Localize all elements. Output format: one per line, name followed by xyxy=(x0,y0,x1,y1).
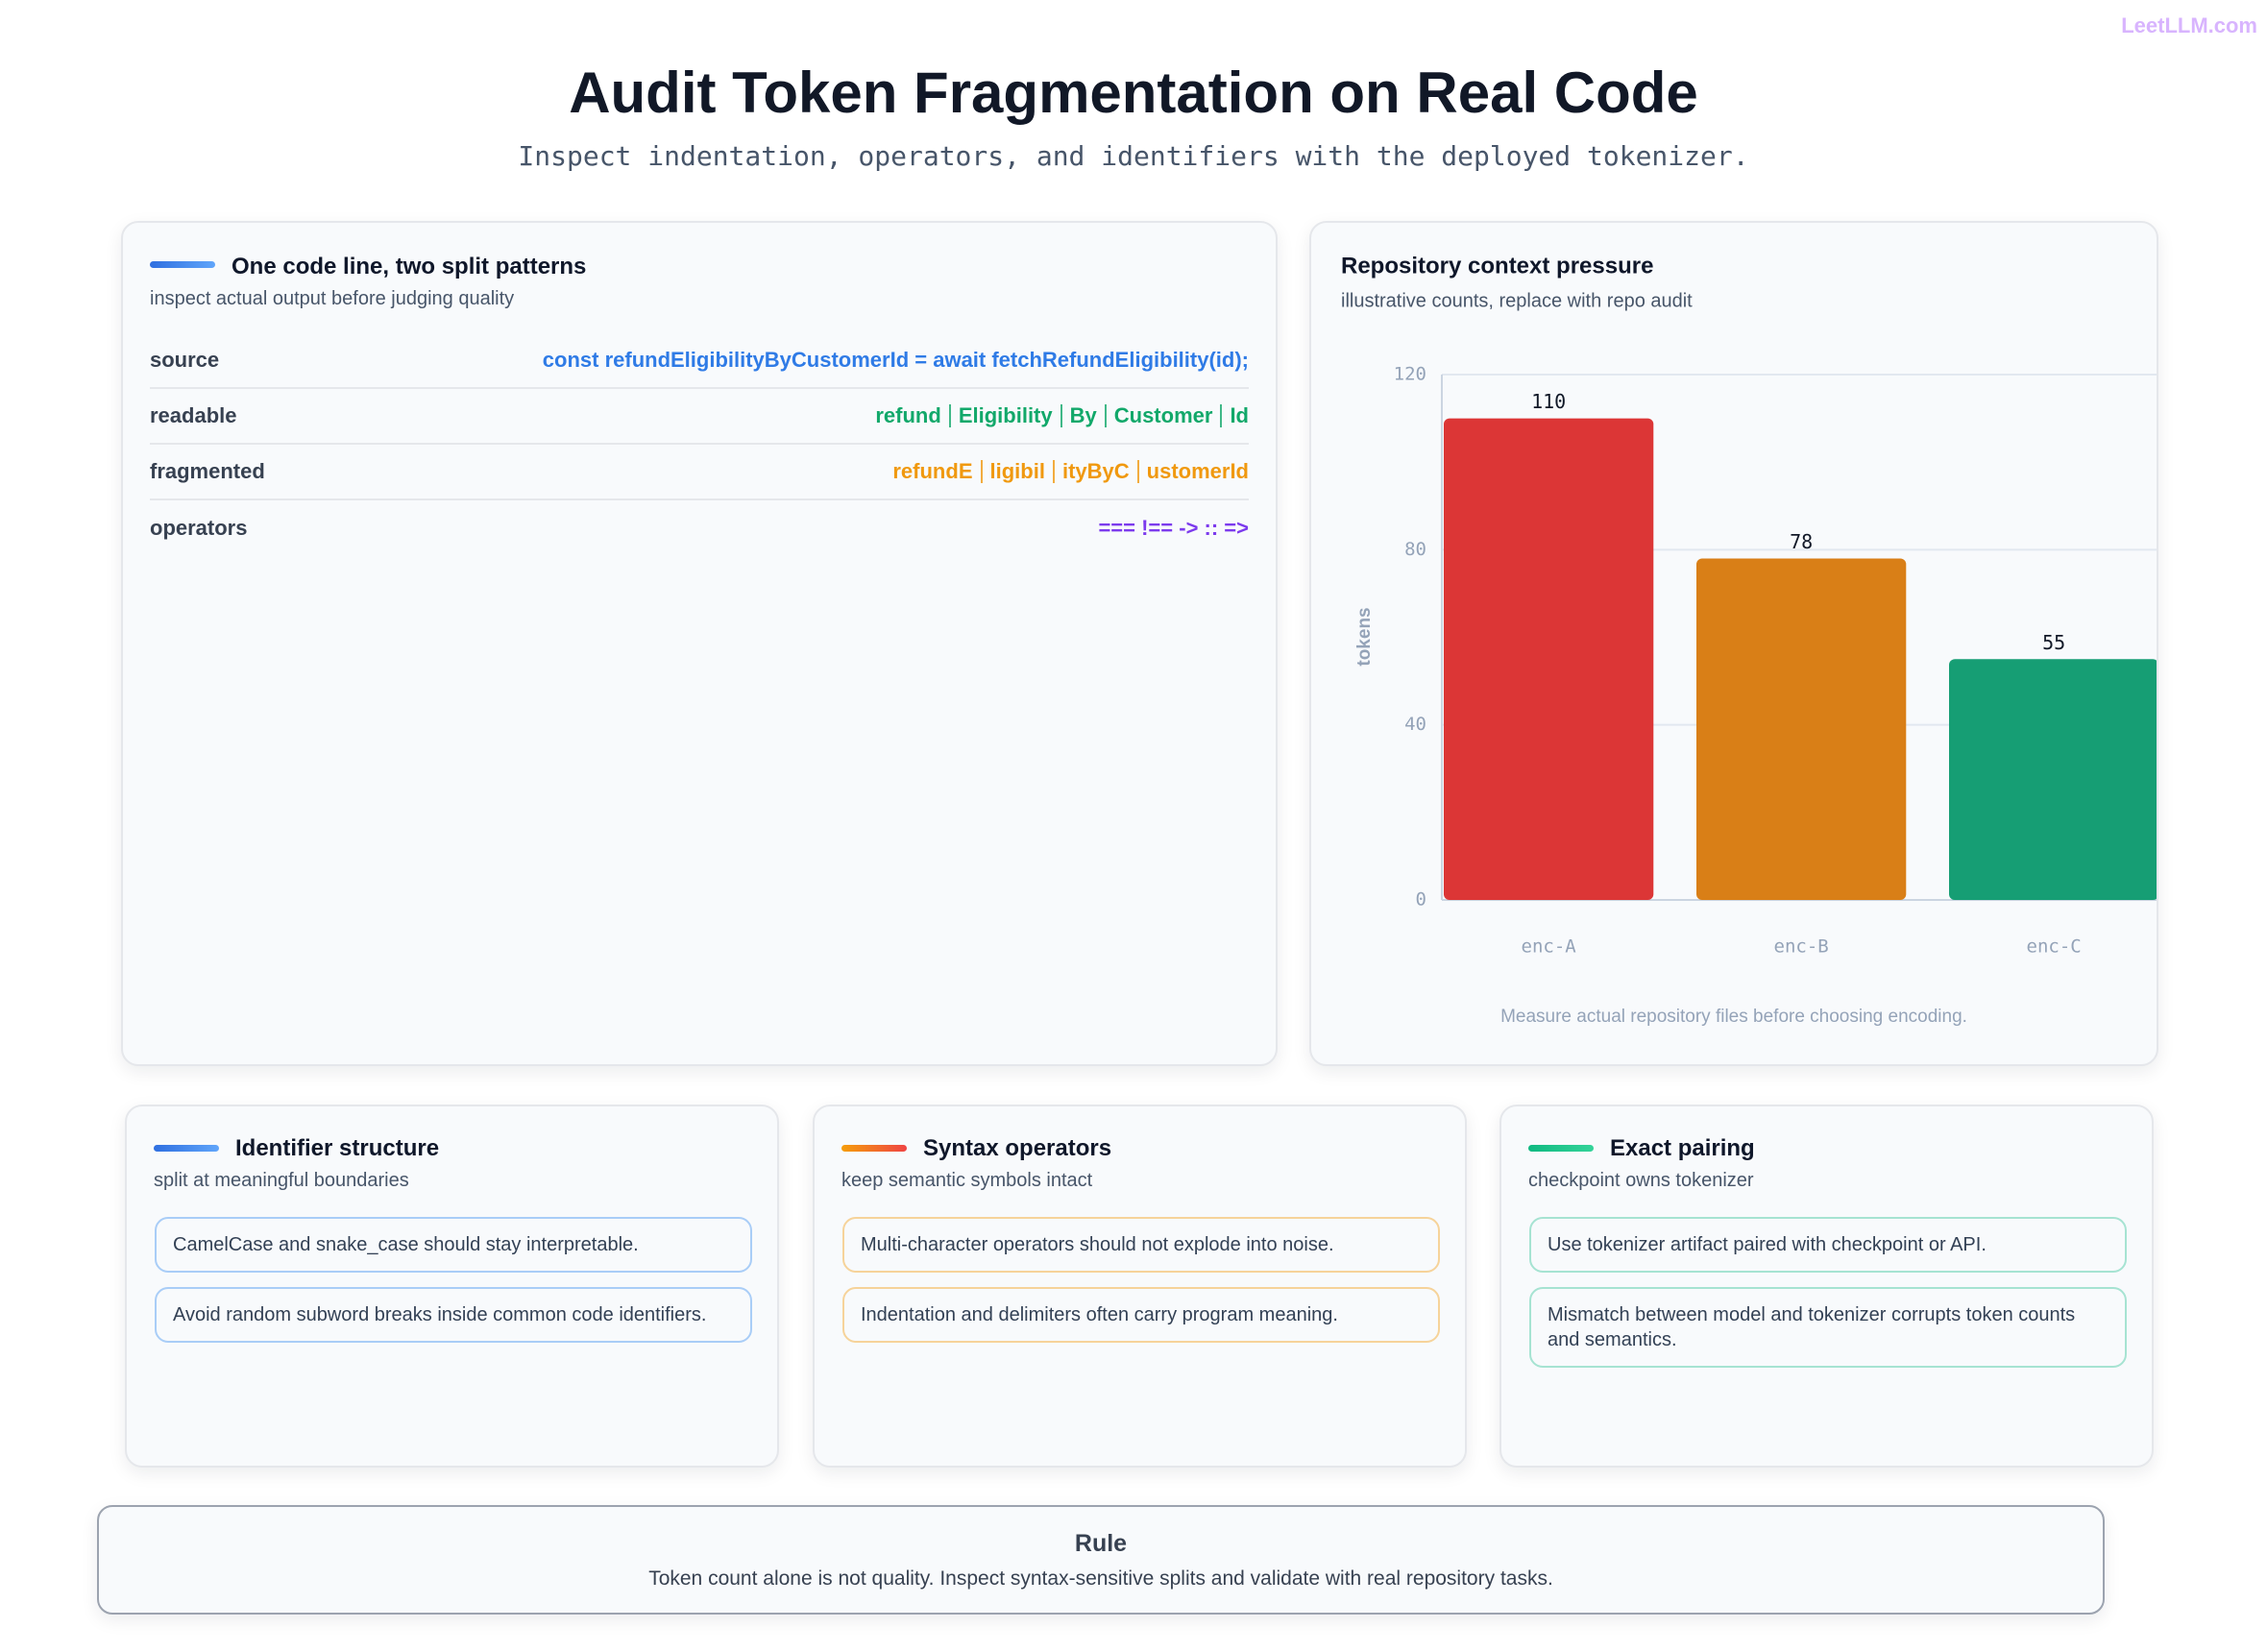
token: ityByC xyxy=(1061,459,1130,483)
token-separator xyxy=(1052,460,1055,483)
card-subtitle: checkpoint owns tokenizer xyxy=(1528,1170,1754,1191)
x-tick-label: enc-C xyxy=(2027,936,2082,958)
token: refund xyxy=(875,403,941,427)
info-card: Identifier structure split at meaningful … xyxy=(125,1105,779,1468)
token-separator xyxy=(1220,404,1223,427)
code-row: readable refund Eligibility By Customer Id xyxy=(150,389,1249,445)
chart-note: Measure actual repository files before c… xyxy=(1500,1007,1967,1027)
item: Indentation and delimiters often carry p… xyxy=(842,1287,1440,1343)
x-tick-label: enc-B xyxy=(1774,936,1829,958)
card-subtitle: split at meaningful boundaries xyxy=(154,1170,409,1191)
row-label: fragmented xyxy=(150,459,265,483)
item: Use tokenizer artifact paired with check… xyxy=(1529,1217,2127,1273)
card-title: Exact pairing xyxy=(1610,1135,1755,1161)
bar xyxy=(1949,659,2157,900)
token: ligibil xyxy=(989,459,1045,483)
bar xyxy=(1444,418,1654,900)
rule-text: Token count alone is not quality. Inspec… xyxy=(648,1567,1553,1590)
rule-box: Rule Token count alone is not quality. I… xyxy=(97,1505,2105,1615)
token-separator xyxy=(980,460,983,483)
card-title: Identifier structure xyxy=(235,1135,440,1161)
item-list: Use tokenizer artifact paired with check… xyxy=(1529,1217,2127,1368)
item: Avoid random subword breaks inside commo… xyxy=(155,1287,752,1343)
brand: LeetLLM.com xyxy=(2121,13,2257,37)
card-subtitle: inspect actual output before judging qua… xyxy=(150,288,515,309)
token-separator xyxy=(948,404,951,427)
page-subtitle: Inspect indentation, operators, and iden… xyxy=(518,140,1749,172)
card-title: Syntax operators xyxy=(923,1135,1112,1161)
card-subtitle: keep semantic symbols intact xyxy=(841,1170,1093,1191)
chart-card: Repository context pressure illustrative … xyxy=(1309,221,2158,1066)
chart: Repository context pressure illustrative … xyxy=(1341,253,2157,1027)
item-list: CamelCase and snake_case should stay int… xyxy=(155,1217,752,1343)
data-label: 110 xyxy=(1531,390,1566,413)
token-separator xyxy=(1060,404,1062,427)
token: Id xyxy=(1230,403,1249,427)
y-axis-label: tokens xyxy=(1354,607,1375,666)
y-tick-label: 80 xyxy=(1404,539,1426,560)
accent xyxy=(150,261,215,268)
token-separator xyxy=(1104,404,1107,427)
accent xyxy=(154,1145,219,1152)
code-text: const refundEligibilityByCustomerId = aw… xyxy=(542,348,1249,372)
token-separator xyxy=(1136,460,1139,483)
item: Multi-character operators should not exp… xyxy=(842,1217,1440,1273)
row-value: const refundEligibilityByCustomerId = aw… xyxy=(543,348,1249,373)
chart-subtitle: illustrative counts, replace with repo a… xyxy=(1341,290,1693,311)
data-label: 78 xyxy=(1790,530,1813,553)
row-label: source xyxy=(150,348,220,372)
page-title: Audit Token Fragmentation on Real Code xyxy=(569,61,1698,125)
code-card: One code line, two split patterns inspec… xyxy=(121,221,1278,1066)
y-tick-label: 40 xyxy=(1404,714,1426,735)
card-title: One code line, two split patterns xyxy=(232,254,587,279)
y-tick-label: 0 xyxy=(1416,889,1426,911)
info-card: Exact pairing checkpoint owns tokenizer Us… xyxy=(1499,1105,2154,1468)
chart-title: Repository context pressure xyxy=(1341,253,1653,279)
data-label: 55 xyxy=(2042,631,2065,654)
code-row: operators === !== -> :: => xyxy=(150,500,1249,556)
code-text: === !== -> :: => xyxy=(1098,516,1249,540)
code-row: fragmented refundE ligibil ityByC ustomerId xyxy=(150,445,1249,500)
row-label: readable xyxy=(150,403,237,427)
token: By xyxy=(1069,403,1097,427)
token: ustomerId xyxy=(1146,459,1249,483)
item: Mismatch between model and tokenizer cor… xyxy=(1529,1287,2127,1368)
row-value: refundE ligibil ityByC ustomerId xyxy=(892,459,1249,484)
token: refundE xyxy=(892,459,973,483)
accent xyxy=(1528,1145,1594,1152)
row-value: === !== -> :: => xyxy=(1098,516,1249,541)
accent xyxy=(841,1145,907,1152)
item: CamelCase and snake_case should stay int… xyxy=(155,1217,752,1273)
info-card: Syntax operators keep semantic symbols in… xyxy=(813,1105,1467,1468)
bar xyxy=(1696,558,1907,900)
row-value: refund Eligibility By Customer Id xyxy=(875,403,1249,428)
token: Customer xyxy=(1113,403,1213,427)
x-tick-label: enc-A xyxy=(1522,936,1577,958)
rule-title: Rule xyxy=(1074,1530,1128,1557)
item-list: Multi-character operators should not exp… xyxy=(842,1217,1440,1343)
code-row: source const refundEligibilityByCustomerI… xyxy=(150,333,1249,389)
rows: source const refundEligibilityByCustomerI… xyxy=(150,333,1249,556)
token: Eligibility xyxy=(958,403,1053,427)
row-label: operators xyxy=(150,516,248,540)
y-tick-label: 120 xyxy=(1394,364,1426,385)
